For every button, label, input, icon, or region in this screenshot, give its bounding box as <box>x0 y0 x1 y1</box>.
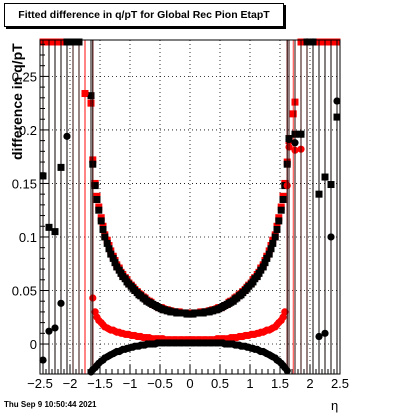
data-point-square <box>69 38 77 46</box>
data-point-square <box>273 225 281 233</box>
x-tick-label: −2 <box>63 376 78 391</box>
y-tick-label: 0.05 <box>12 284 37 299</box>
y-tick-label: 0.1 <box>19 230 37 245</box>
chart-title: Fitted difference in q/pT for Global Rec… <box>4 3 284 27</box>
x-tick-label: 0.5 <box>211 376 229 391</box>
data-point-circle <box>283 367 291 375</box>
data-point-circle <box>297 130 305 138</box>
x-tick-label: 2 <box>306 376 313 391</box>
data-point-circle <box>45 327 53 335</box>
data-point-square <box>99 225 107 233</box>
data-point-circle <box>281 308 289 316</box>
data-point-square <box>263 254 271 262</box>
data-point-circle <box>315 332 323 341</box>
data-point-circle <box>333 97 341 105</box>
data-point-circle <box>321 329 329 337</box>
data-point-square <box>95 206 103 214</box>
axes: −2.5 −2 −1.5 −1 −0.5 0 0.5 1 1.5 2 2.5 0 0.05 0.1 0.15… <box>12 43 349 391</box>
data-point-square <box>93 196 101 204</box>
y-tick-label: 0 <box>30 337 37 352</box>
timestamp-footer: Thu Sep 9 10:50:44 2021 <box>4 400 97 409</box>
y-axis-label: difference in q/pT <box>9 43 25 160</box>
y-tick-label: 0.25 <box>12 69 37 84</box>
y-tick-label: 0.15 <box>12 176 37 191</box>
data-point-circle <box>63 132 71 140</box>
data-point-square <box>101 233 109 241</box>
x-tick-label: −1 <box>123 376 138 391</box>
data-point-square <box>261 259 269 267</box>
x-tick-label: 1 <box>246 376 253 391</box>
x-tick-label: −2.5 <box>27 376 53 391</box>
data-point-square <box>97 217 105 225</box>
data-point-circle <box>39 356 47 364</box>
data-point-circle <box>291 139 299 147</box>
x-axis-label: η <box>331 398 339 413</box>
data-point-circle <box>57 299 65 307</box>
data-point-square <box>265 250 273 258</box>
markers-layer <box>39 38 341 376</box>
x-tick-label: 2.5 <box>331 376 349 391</box>
data-point-circle <box>81 89 89 98</box>
y-tick-label: 0.2 <box>19 123 37 138</box>
data-point-square <box>91 182 99 190</box>
x-tick-label: 1.5 <box>271 376 289 391</box>
data-point-square <box>267 245 275 253</box>
data-point-square <box>111 259 119 267</box>
data-point-square <box>75 38 83 46</box>
x-tick-label: 0 <box>186 376 193 391</box>
data-point-square <box>107 250 115 258</box>
data-point-square <box>269 239 277 247</box>
data-point-square <box>275 217 283 225</box>
data-point-circle <box>51 324 59 332</box>
data-point-square <box>271 233 279 241</box>
data-point-square <box>277 206 285 214</box>
data-point-square <box>109 254 117 262</box>
data-point-square <box>289 110 297 118</box>
data-point-square <box>105 245 113 253</box>
x-tick-label: −0.5 <box>147 376 173 391</box>
data-point-circle <box>309 38 317 46</box>
x-tick-label: −1.5 <box>87 376 113 391</box>
data-point-square <box>259 263 267 271</box>
data-point-square <box>103 239 111 247</box>
data-point-circle <box>327 233 335 241</box>
data-point-square <box>279 196 287 204</box>
data-point-circle <box>285 135 293 144</box>
